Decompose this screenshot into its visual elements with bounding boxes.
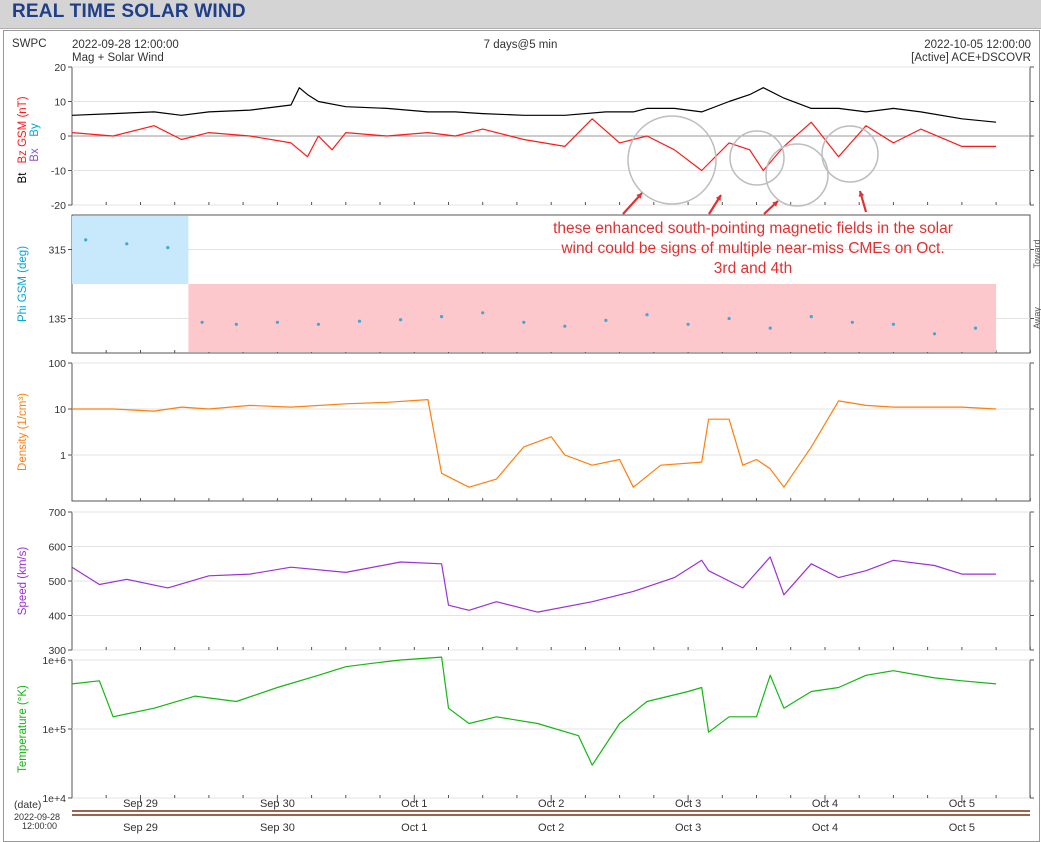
- y-tick-label: 135: [48, 314, 66, 326]
- status-label: [Active] ACE+DSCOVR: [911, 52, 1031, 64]
- phi-point: [932, 332, 937, 336]
- x-tick-label-top: Sep 30: [260, 798, 295, 810]
- start-time: 2022-09-28 12:00:00: [72, 39, 179, 51]
- phi-point: [399, 318, 403, 322]
- highlight-circle: [765, 143, 829, 207]
- x-tick-label-top: Sep 29: [123, 798, 158, 810]
- ylabel-temperature: Temperature (°K): [17, 685, 29, 773]
- subtitle: Mag + Solar Wind: [72, 52, 164, 64]
- phi-point: [440, 315, 444, 319]
- highlight-circle: [729, 130, 785, 186]
- y-tick-label: 100: [48, 358, 66, 370]
- ylabel-speed: Speed (km/s): [17, 547, 29, 616]
- source-label: SWPC: [12, 38, 47, 50]
- ylabel-bz: Bz GSM (nT): [17, 96, 29, 163]
- x-tick-label-top: Oct 2: [538, 798, 564, 810]
- phi-point: [645, 313, 649, 317]
- x-tick-label-top: Oct 1: [401, 798, 427, 810]
- phi-point: [850, 320, 854, 324]
- toward-label: Toward: [1032, 239, 1041, 268]
- phi-point: [809, 315, 813, 319]
- y-tick-label: 1: [60, 450, 66, 462]
- phi-point: [891, 322, 896, 326]
- end-time: 2022-10-05 12:00:00: [924, 39, 1031, 51]
- panel-frame-density: [71, 362, 1031, 502]
- phi-point: [522, 320, 526, 324]
- y-tick-label: 300: [48, 645, 66, 657]
- series-line-bz: [71, 118, 997, 172]
- x-tick-label-bottom: Sep 30: [260, 822, 295, 834]
- x-tick-label-bottom: Oct 1: [401, 822, 427, 834]
- x-tick-label-top: Oct 5: [949, 798, 975, 810]
- series-line-temperature: [71, 656, 997, 766]
- x-tick-label-top: Oct 3: [675, 798, 701, 810]
- y-tick-label: -20: [51, 200, 66, 212]
- y-tick-label: 600: [48, 542, 66, 554]
- ylabel-bt: Bt: [17, 172, 29, 184]
- phi-point: [973, 326, 978, 330]
- series-line-bt: [71, 87, 997, 123]
- x-tick-label-bottom: Sep 29: [123, 822, 158, 834]
- phi-point: [166, 246, 170, 250]
- annotation-text: these enhanced south-pointing magnetic f…: [553, 220, 953, 277]
- page-title: REAL TIME SOLAR WIND: [12, 1, 246, 22]
- time-span: 7 days@5 min: [483, 39, 558, 51]
- highlight-circle: [627, 115, 717, 205]
- y-tick-label: 1e+5: [42, 724, 66, 736]
- series-line-speed: [71, 556, 997, 613]
- title-bar: REAL TIME SOLAR WIND: [0, 0, 1041, 29]
- ylabel-by: By: [29, 123, 41, 137]
- y-tick-label: 400: [48, 611, 66, 623]
- y-tick-label: 315: [48, 245, 66, 257]
- phi-point: [84, 238, 88, 242]
- x-tick-label-bottom: Oct 5: [949, 822, 975, 834]
- annotation-arrowhead: [715, 195, 721, 201]
- phi-point: [234, 322, 238, 326]
- y-tick-label: 1e+4: [42, 793, 66, 805]
- y-tick-label: 500: [48, 576, 66, 588]
- phi-point: [686, 322, 690, 326]
- ylabel-density: Density (1/cm³): [17, 393, 29, 471]
- x-tick-label-bottom: Oct 4: [812, 822, 838, 834]
- phi-point: [357, 319, 362, 323]
- phi-point: [275, 320, 279, 324]
- y-tick-label: 20: [54, 62, 66, 74]
- date-start-time-label: 12:00:00: [22, 821, 57, 831]
- phi-sector-away: [188, 284, 997, 352]
- phi-point: [316, 322, 320, 326]
- phi-sector-toward: [72, 216, 189, 284]
- ylabel-phi: Phi GSM (deg): [17, 246, 29, 322]
- y-tick-label: -10: [51, 166, 66, 178]
- away-label: Away: [1032, 307, 1041, 329]
- phi-point: [125, 242, 129, 246]
- series-line-density: [72, 399, 997, 488]
- highlight-circle: [821, 125, 879, 183]
- y-tick-label: 700: [48, 507, 66, 519]
- phi-point: [481, 311, 485, 315]
- phi-point: [200, 320, 204, 324]
- phi-point: [604, 318, 608, 322]
- date-start-label: 2022-09-28: [14, 812, 60, 822]
- y-tick-label: 1e+6: [42, 655, 66, 667]
- annotation-arrowhead: [858, 191, 865, 197]
- x-tick-label-top: Oct 4: [812, 798, 838, 810]
- x-tick-label-bottom: Oct 2: [538, 822, 564, 834]
- y-tick-label: 10: [54, 404, 66, 416]
- annotation-arrowhead: [772, 201, 778, 207]
- y-tick-label: 10: [54, 97, 66, 109]
- date-axis-label: (date): [14, 799, 41, 811]
- phi-point: [563, 324, 567, 328]
- x-tick-label-bottom: Oct 3: [675, 822, 701, 834]
- y-tick-label: 0: [60, 131, 66, 143]
- annotation-arrowhead: [636, 193, 642, 199]
- ylabel-bx: Bx: [29, 148, 41, 162]
- phi-point: [727, 316, 731, 321]
- phi-point: [768, 326, 772, 330]
